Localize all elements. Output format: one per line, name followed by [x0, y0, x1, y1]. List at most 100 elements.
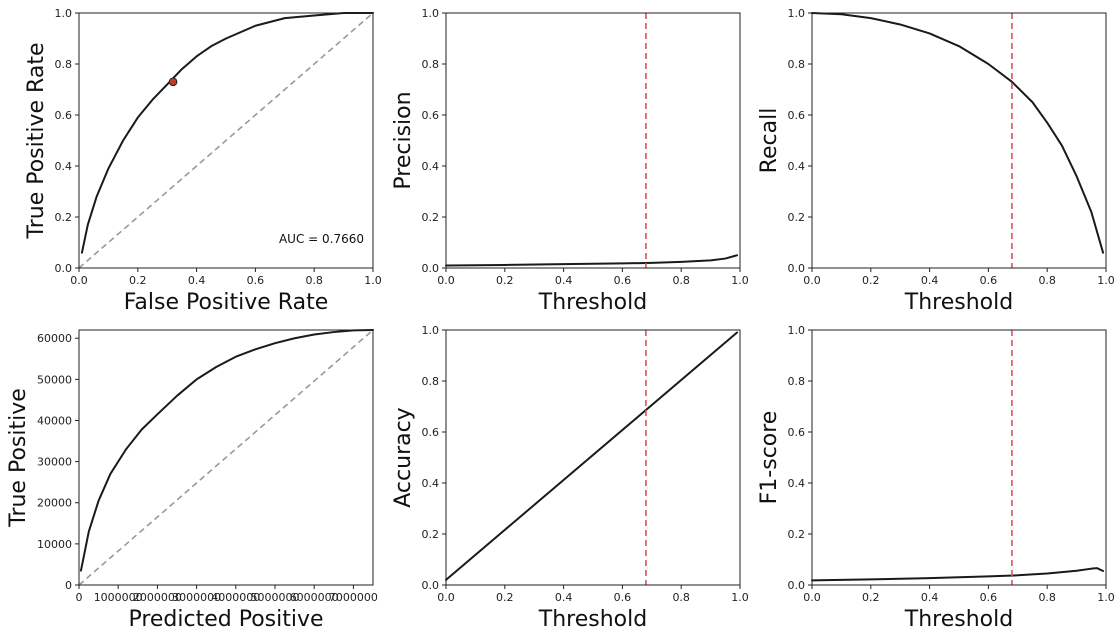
x-tick-label: 0.6 [247, 274, 265, 287]
y-tick-label: 40000 [37, 414, 72, 427]
x-tick-label: 0.8 [672, 591, 690, 604]
x-tick-label: 0 [76, 591, 83, 604]
y-tick-label: 1.0 [788, 324, 806, 337]
y-tick-label: 0.2 [422, 211, 440, 224]
y-tick-label: 0.4 [55, 160, 73, 173]
y-tick-label: 0.8 [788, 58, 806, 71]
x-axis-label: Threshold [538, 290, 647, 315]
diagonal-reference-line [78, 12, 374, 269]
x-tick-label: 1.0 [364, 274, 382, 287]
y-tick-label: 0.2 [422, 528, 440, 541]
y-tick-label: 0.0 [788, 579, 806, 592]
y-tick-label: 0.4 [788, 477, 806, 490]
x-tick-label: 1000000 [94, 591, 143, 604]
y-tick-label: 10000 [37, 538, 72, 551]
y-tick-label: 1.0 [788, 7, 806, 20]
y-tick-label: 0.0 [788, 262, 806, 275]
y-tick-label: 0.6 [422, 109, 440, 122]
axes-frame [811, 12, 1107, 269]
y-tick-label: 0.6 [788, 426, 806, 439]
x-tick-label: 0.0 [803, 274, 821, 287]
axes-frame [78, 329, 374, 586]
x-tick-label: 0.2 [496, 591, 514, 604]
y-axis-label: True Positive Rate [24, 43, 49, 240]
y-axis-label: Accuracy [391, 407, 416, 507]
x-tick-label: 7000000 [329, 591, 378, 604]
y-axis-label: Recall [757, 108, 782, 174]
chart-panel-2: 0.0 0.2 0.4 0.6 0.8 1.0 0.0 0.2 0.4 0.6 0.8 1.0 Thre… [391, 7, 749, 315]
x-tick-label: 0.0 [437, 591, 455, 604]
y-tick-label: 50000 [37, 373, 72, 386]
x-tick-label: 1.0 [731, 274, 749, 287]
y-tick-label: 1.0 [422, 7, 440, 20]
y-tick-label: 1.0 [422, 324, 440, 337]
axes-frame [445, 329, 741, 586]
y-tick-label: 0.4 [422, 477, 440, 490]
chart-panel-5: 0.0 0.2 0.4 0.6 0.8 1.0 0.0 0.2 0.4 0.6 0.8 1.0 Thre… [391, 324, 749, 632]
y-axis-label: Precision [391, 91, 416, 189]
y-tick-label: 0.0 [55, 262, 73, 275]
x-tick-label: 0.4 [555, 591, 573, 604]
x-tick-label: 0.0 [803, 591, 821, 604]
x-tick-label: 0.4 [555, 274, 573, 287]
x-tick-label: 0.2 [496, 274, 514, 287]
operating-point-marker [168, 77, 178, 87]
x-tick-label: 1.0 [1097, 274, 1115, 287]
y-axis-label: F1-score [757, 411, 782, 505]
y-tick-label: 0.2 [788, 528, 806, 541]
y-tick-label: 0.4 [422, 160, 440, 173]
series-line [811, 567, 1105, 582]
x-axis-label: Threshold [904, 290, 1013, 315]
x-tick-label: 0.6 [614, 274, 632, 287]
y-tick-label: 0.8 [422, 375, 440, 388]
chart-panel-4: 0 100000020000003000000400000050000006000… [6, 329, 378, 632]
auc-annotation: AUC = 0.7660 [279, 232, 364, 246]
x-tick-label: 3000000 [172, 591, 221, 604]
y-tick-label: 0.4 [788, 160, 806, 173]
series-line [445, 331, 739, 581]
x-tick-label: 0.8 [305, 274, 323, 287]
x-tick-label: 0.0 [437, 274, 455, 287]
y-tick-label: 0.6 [55, 109, 73, 122]
y-tick-label: 20000 [37, 497, 72, 510]
x-tick-label: 1.0 [1097, 591, 1115, 604]
x-tick-label: 0.4 [921, 591, 939, 604]
series-line [811, 12, 1105, 254]
x-tick-label: 5000000 [251, 591, 300, 604]
x-tick-label: 0.8 [672, 274, 690, 287]
x-tick-label: 0.8 [1038, 591, 1056, 604]
x-tick-label: 6000000 [290, 591, 339, 604]
y-tick-label: 60000 [37, 332, 72, 345]
y-tick-label: 0.2 [55, 211, 73, 224]
y-tick-label: 0.6 [422, 426, 440, 439]
x-tick-label: 0.4 [188, 274, 206, 287]
diagonal-reference-line [78, 329, 374, 586]
x-tick-label: 0.6 [980, 591, 998, 604]
y-tick-label: 1.0 [55, 7, 73, 20]
x-tick-label: 0.8 [1038, 274, 1056, 287]
chart-panel-3: 0.0 0.2 0.4 0.6 0.8 1.0 0.0 0.2 0.4 0.6 0.8 1.0 Thre… [757, 7, 1115, 315]
y-tick-label: 0.8 [422, 58, 440, 71]
y-axis-label: True Positive [6, 388, 31, 528]
y-tick-label: 30000 [37, 456, 72, 469]
y-tick-label: 0.0 [422, 262, 440, 275]
axes-frame [445, 12, 741, 269]
series-line [445, 254, 739, 267]
x-tick-label: 0.2 [862, 274, 880, 287]
x-tick-label: 1.0 [731, 591, 749, 604]
x-tick-label: 0.0 [70, 274, 88, 287]
x-tick-label: 2000000 [133, 591, 182, 604]
y-tick-label: 0.0 [422, 579, 440, 592]
x-axis-label: False Positive Rate [124, 290, 328, 315]
chart-panel-6: 0.0 0.2 0.4 0.6 0.8 1.0 0.0 0.2 0.4 0.6 0.8 1.0 Thre… [757, 324, 1115, 632]
x-tick-label: 0.4 [921, 274, 939, 287]
x-tick-label: 0.2 [862, 591, 880, 604]
x-tick-label: 4000000 [211, 591, 260, 604]
y-tick-label: 0 [65, 579, 72, 592]
series-line [79, 329, 374, 572]
x-tick-label: 0.6 [980, 274, 998, 287]
x-axis-label: Threshold [904, 607, 1013, 632]
x-tick-label: 0.2 [129, 274, 147, 287]
y-tick-label: 0.6 [788, 109, 806, 122]
axes-frame [811, 329, 1107, 586]
